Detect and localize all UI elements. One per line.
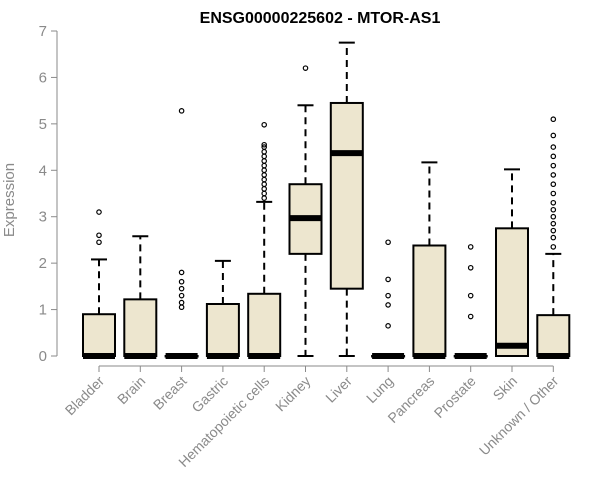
- box: [495, 227, 529, 357]
- box-group: [536, 116, 571, 359]
- outlier-point: [385, 239, 391, 246]
- y-axis: 0 1 2 3 4 5 6 7: [39, 23, 58, 365]
- outlier-point: [550, 220, 557, 227]
- outlier-point: [261, 195, 268, 201]
- outlier-point: [261, 162, 268, 169]
- y-tick-label: 5: [39, 116, 47, 133]
- y-tick-label: 0: [39, 348, 47, 365]
- box-group: [123, 235, 158, 359]
- box-group: [164, 108, 199, 359]
- outlier-point: [302, 65, 309, 71]
- box-group: [329, 41, 364, 357]
- outlier-point: [550, 213, 557, 220]
- box: [536, 314, 571, 357]
- box-group: [412, 161, 447, 359]
- outlier-point: [178, 108, 185, 114]
- outlier-point: [385, 276, 391, 283]
- outlier-point: [96, 209, 102, 215]
- y-tick-label: 6: [39, 69, 47, 86]
- outlier-point: [261, 181, 268, 188]
- outlier-point: [178, 304, 185, 311]
- outlier-point: [178, 285, 185, 292]
- box-group: [495, 168, 529, 357]
- x-tick-label: Brain: [114, 373, 148, 407]
- y-tick-label: 2: [39, 255, 47, 272]
- chart-title: ENSG00000225602 - MTOR-AS1: [200, 10, 441, 27]
- box-group: [453, 244, 488, 359]
- outlier-point: [550, 227, 557, 234]
- outlier-point: [550, 162, 557, 169]
- outlier-point: [178, 278, 185, 285]
- box-group: [247, 121, 282, 359]
- x-tick-label: Bladder: [62, 373, 108, 419]
- outlier-point: [261, 167, 268, 174]
- y-tick-label: 4: [39, 162, 47, 179]
- outlier-point: [261, 153, 268, 160]
- outlier-point: [550, 181, 557, 188]
- outlier-point: [550, 116, 557, 123]
- outlier-point: [385, 323, 391, 329]
- y-tick-label: 7: [39, 23, 47, 40]
- x-tick-label: Prostate: [431, 373, 479, 421]
- outlier-point: [467, 264, 474, 271]
- outlier-point: [550, 206, 557, 213]
- outlier-point: [261, 141, 268, 148]
- outlier-point: [550, 172, 557, 178]
- outlier-point: [467, 313, 474, 320]
- outlier-point: [385, 302, 391, 308]
- outlier-point: [467, 292, 474, 299]
- outlier-point: [550, 190, 557, 197]
- outlier-point: [550, 244, 557, 250]
- box: [412, 244, 447, 357]
- outlier-point: [550, 234, 557, 241]
- outlier-point: [96, 232, 102, 239]
- outlier-point: [261, 176, 268, 183]
- box: [205, 303, 240, 357]
- box-group: [288, 65, 323, 357]
- outlier-point: [178, 299, 185, 306]
- outlier-point: [178, 269, 185, 276]
- outlier-point: [550, 153, 557, 160]
- outlier-point: [261, 186, 268, 192]
- outlier-point: [385, 292, 391, 299]
- boxes-layer: [82, 41, 571, 359]
- x-tick-label: Lung: [363, 373, 396, 406]
- x-tick-label: Skin: [490, 373, 521, 404]
- outlier-point: [261, 172, 268, 178]
- outlier-point: [96, 239, 102, 246]
- box: [123, 298, 158, 358]
- box: [329, 101, 364, 290]
- outlier-point: [261, 190, 268, 197]
- x-tick-label: Liver: [322, 373, 355, 406]
- x-tick-label: Kidney: [272, 373, 314, 415]
- outlier-point: [550, 199, 557, 206]
- box-group: [205, 259, 240, 359]
- box-group: [82, 209, 116, 359]
- y-tick-label: 3: [39, 209, 47, 226]
- outlier-point: [261, 148, 268, 155]
- box-group: [371, 239, 406, 359]
- outlier-point: [467, 244, 474, 250]
- y-tick-label: 1: [39, 302, 47, 319]
- outlier-point: [178, 292, 185, 299]
- box: [247, 292, 282, 357]
- outlier-point: [261, 158, 268, 164]
- x-tick-label: Breast: [150, 373, 190, 413]
- box: [82, 313, 116, 358]
- outlier-point: [550, 132, 557, 139]
- y-axis-label: Expression: [1, 163, 18, 237]
- outlier-point: [550, 144, 557, 150]
- outlier-point: [261, 121, 268, 128]
- outlier-point: [261, 144, 268, 150]
